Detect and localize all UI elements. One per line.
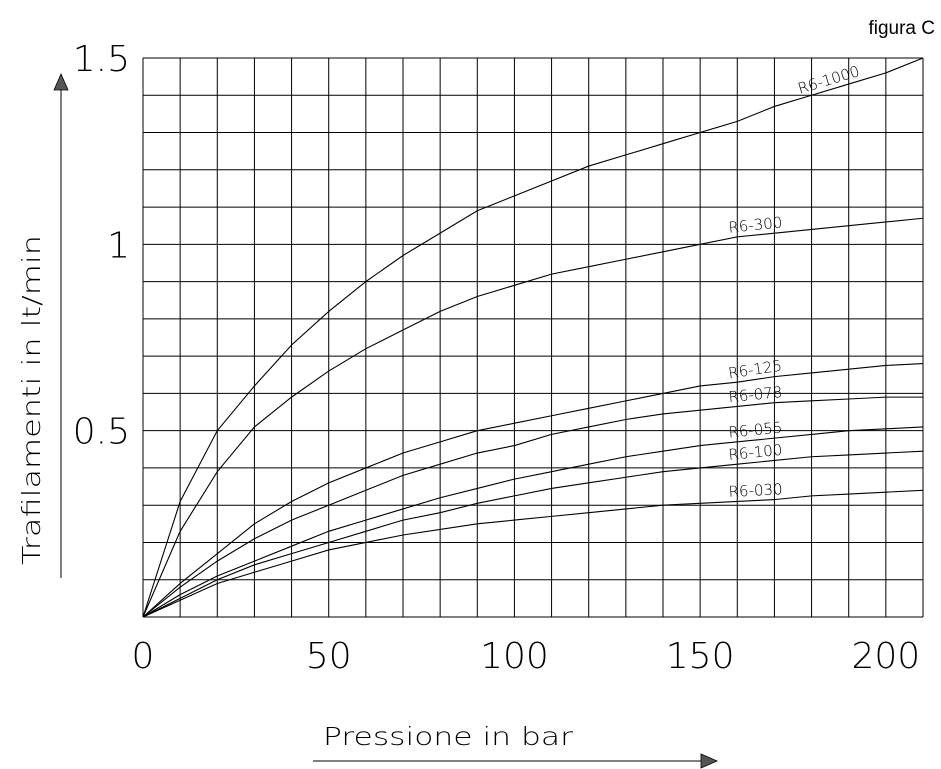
x-tick-label: 50 [306,636,352,677]
series-line-r6-1000 [142,57,924,618]
grid [142,57,924,618]
x-tick-label: 200 [851,636,920,677]
x-tick-label: 0 [132,636,155,677]
series-line-r6-300 [142,217,924,618]
x-tick-label: 150 [666,636,735,677]
series-line-r6-055 [142,426,924,618]
series-label-r6-1000: R6-1000 [796,62,862,98]
series-lines [142,57,924,618]
y-tick-label: 1 [107,225,130,266]
y-axis-arrowhead-icon [53,73,69,91]
series-label-r6-078: R6-078 [728,383,784,406]
series-label-r6-100: R6-100 [728,441,784,464]
x-axis-arrowhead-icon [700,753,718,769]
y-tick-label: 1.5 [73,39,130,80]
y-axis-label: Trafilamenti in lt/min [17,235,46,565]
figure-label: figura C [868,18,935,39]
series-line-r6-030 [142,489,924,618]
x-axis-label: Pressione in bar [323,722,574,751]
series-line-r6-078 [142,396,923,618]
series-line-r6-125 [142,363,924,618]
x-tick-label: 100 [480,636,549,677]
y-tick-label: 0.5 [73,412,130,453]
series-label-r6-300: R6-300 [728,213,784,236]
tick-labels: 0 50 100 150 200 0.5 1 1.5 [73,39,920,677]
series-label-r6-030: R6-030 [728,480,783,501]
series-label-r6-055: R6-055 [728,418,784,441]
series-line-r6-100 [142,450,924,618]
